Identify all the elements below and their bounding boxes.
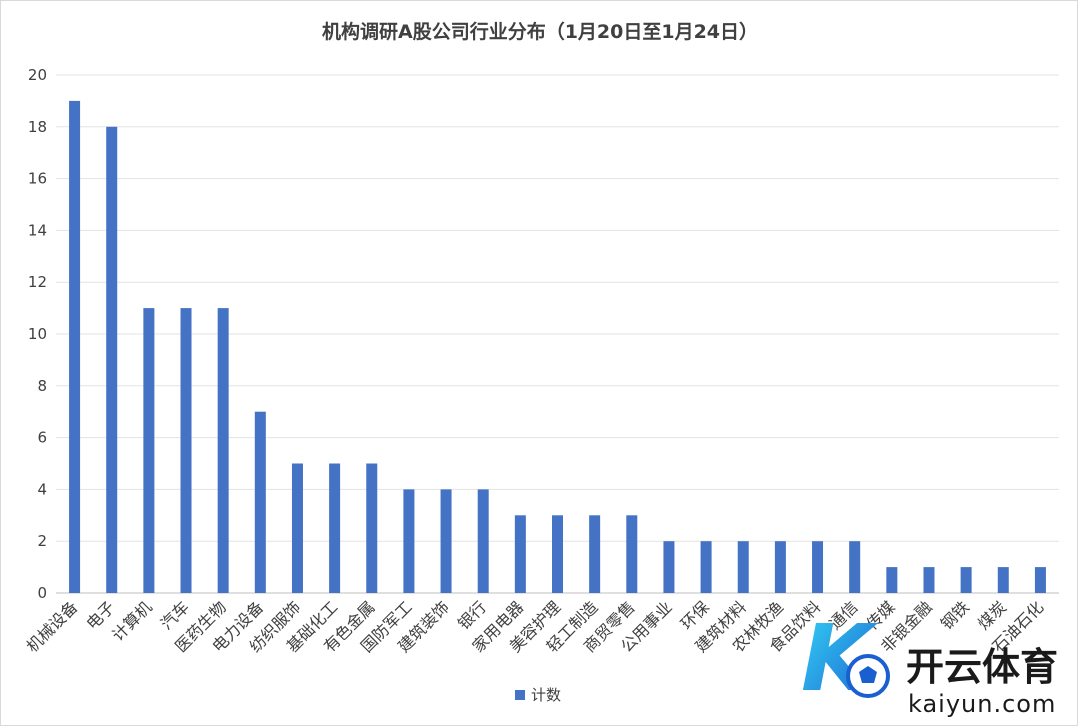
legend-label: 计数 (531, 686, 561, 704)
bar-13 (514, 515, 526, 593)
x-category-label: 计算机 (108, 597, 155, 644)
bar-19 (737, 541, 749, 593)
bar-16 (626, 515, 638, 593)
bar-6 (254, 411, 266, 593)
bar-24 (923, 567, 935, 593)
bar-10 (403, 489, 415, 593)
y-tick-label: 8 (37, 377, 47, 395)
bar-7 (291, 463, 303, 593)
chart-title: 机构调研A股公司行业分布（1月20日至1月24日） (322, 20, 758, 43)
bar-9 (366, 463, 378, 593)
bar-17 (663, 541, 675, 593)
bar-5 (217, 308, 229, 593)
bar-14 (552, 515, 563, 593)
bar-20 (774, 541, 786, 593)
watermark-brand-cn: 开云体育 (906, 645, 1058, 689)
y-tick-label: 10 (28, 325, 47, 343)
soccer-ball-icon (846, 654, 890, 698)
bar-3 (143, 308, 155, 593)
y-tick-label: 12 (28, 273, 47, 291)
bar-18 (700, 541, 712, 593)
y-tick-label: 16 (28, 170, 47, 188)
bar-1 (69, 100, 81, 594)
y-tick-label: 20 (28, 66, 47, 84)
y-tick-label: 2 (37, 532, 47, 550)
bar-26 (997, 567, 1009, 593)
bar-27 (1034, 567, 1046, 593)
y-tick-label: 4 (37, 480, 47, 498)
watermark-logo: K 开云体育 kaiyun.com (801, 608, 1058, 718)
bar-21 (812, 541, 824, 593)
watermark-brand-en: kaiyun.com (908, 690, 1056, 718)
bar-2 (106, 126, 118, 594)
bar-25 (960, 567, 972, 593)
bar-11 (440, 489, 452, 593)
bar-22 (849, 541, 861, 593)
y-tick-label: 14 (28, 221, 47, 239)
bar-15 (589, 515, 601, 593)
y-tick-label: 18 (28, 118, 47, 136)
y-tick-label: 0 (37, 584, 47, 602)
x-category-label: 机械设备 (23, 597, 82, 656)
bar-12 (477, 489, 489, 593)
bar-4 (180, 308, 192, 593)
y-axis: 0 2 4 6 8 10 12 14 16 18 20 (28, 66, 47, 602)
y-tick-label: 6 (37, 429, 47, 447)
bar-23 (886, 567, 898, 593)
bar-series (69, 100, 1046, 594)
legend: 计数 (515, 686, 561, 704)
bar-8 (329, 463, 341, 593)
legend-swatch (515, 690, 525, 700)
